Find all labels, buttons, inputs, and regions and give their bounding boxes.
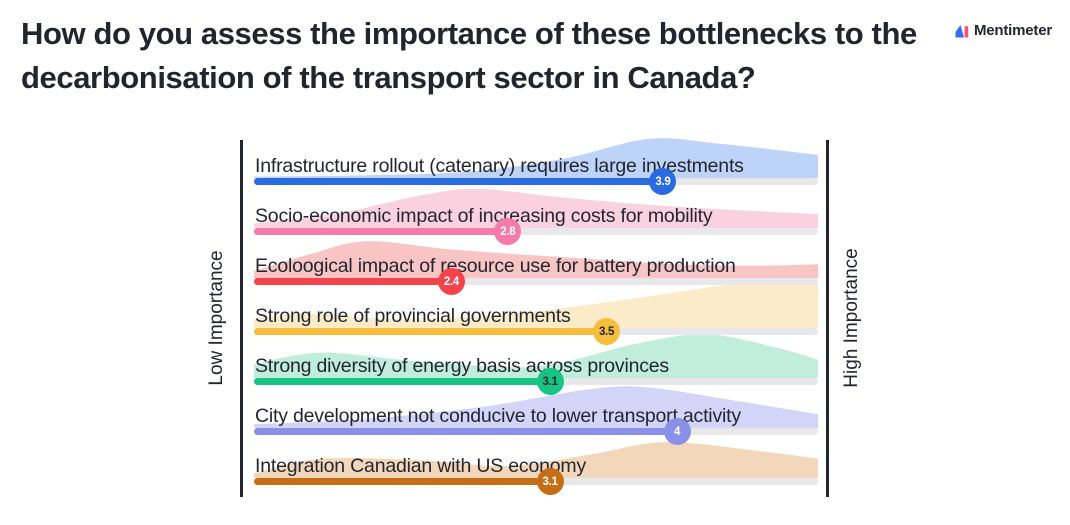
scale-fill [254, 478, 551, 485]
mentimeter-logo-icon [955, 24, 969, 37]
statement-label: Integration Canadian with US economy [255, 455, 586, 477]
axis-line-right [826, 140, 829, 497]
distribution-curve [254, 241, 818, 278]
scale-row-4: Strong role of provincial governments 3.5 [254, 281, 818, 345]
distribution-curve [254, 188, 818, 228]
brand-name: Mentimeter [973, 22, 1052, 39]
distribution-curve [254, 281, 818, 328]
distribution-curve [254, 386, 818, 428]
scale-track [254, 278, 818, 285]
distribution-curve [254, 442, 818, 478]
chart-plot-area: Infrastructure rollout (catenary) requir… [254, 138, 818, 495]
axis-label-low-importance: Low Importance [206, 250, 227, 386]
statement-label: Infrastructure rollout (catenary) requir… [255, 155, 744, 177]
distribution-curve [254, 334, 818, 378]
scale-row-1: Infrastructure rollout (catenary) requir… [254, 138, 818, 195]
scale-row-7: Integration Canadian with US economy 3.1 [254, 440, 818, 495]
scale-fill [254, 228, 508, 235]
scale-row-6: City development not conducive to lower … [254, 386, 818, 445]
brand: Mentimeter [955, 22, 1052, 39]
average-value-badge: 2.8 [494, 218, 522, 245]
average-value-badge: 3.1 [536, 368, 564, 395]
average-value-badge: 2.4 [437, 268, 465, 295]
statement-label: Strong role of provincial governments [255, 305, 571, 327]
statement-label: City development not conducive to lower … [255, 405, 741, 427]
axis-label-high-importance: High Importance [841, 248, 862, 388]
statement-label: Socio-economic impact of increasing cost… [255, 205, 713, 227]
statement-label: Ecoloogical impact of resource use for b… [255, 255, 736, 277]
average-value-badge: 3.5 [593, 318, 620, 345]
scale-row-2: Socio-economic impact of increasing cost… [254, 188, 818, 245]
average-value-badge: 4 [663, 418, 691, 445]
scale-fill [254, 378, 551, 385]
statement-label: Strong diversity of energy basis across … [255, 355, 669, 377]
scale-fill [254, 328, 607, 335]
scale-row-5: Strong diversity of energy basis across … [254, 334, 818, 395]
scale-fill [254, 278, 452, 285]
average-value-badge: 3.9 [649, 168, 677, 195]
distribution-curve [254, 138, 818, 178]
scale-fill [254, 178, 663, 185]
scale-row-3: Ecoloogical impact of resource use for b… [254, 240, 818, 295]
scale-fill [254, 428, 677, 435]
average-value-badge: 3.1 [536, 468, 564, 495]
page-title: How do you assess the importance of thes… [21, 16, 917, 95]
scale-track [254, 228, 818, 235]
axis-line-left [240, 140, 243, 497]
